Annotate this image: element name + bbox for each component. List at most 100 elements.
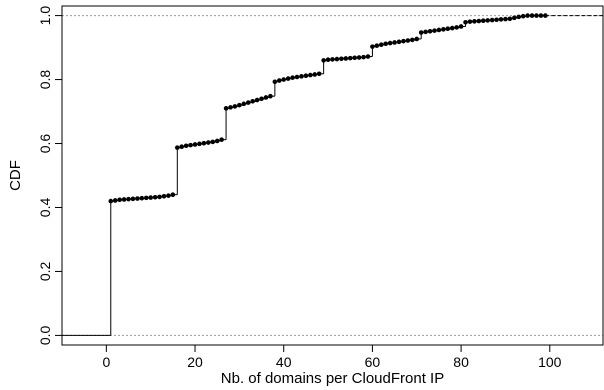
data-point bbox=[188, 142, 193, 148]
y-tick-label: 0.2 bbox=[37, 262, 53, 282]
data-point bbox=[463, 20, 468, 25]
data-point bbox=[232, 104, 238, 109]
y-tick-label: 0.6 bbox=[37, 134, 53, 154]
data-point bbox=[121, 197, 127, 202]
y-axis: 0.0 0.2 0.4 0.6 0.8 1.0 bbox=[37, 6, 62, 345]
data-point bbox=[201, 140, 207, 146]
data-point bbox=[139, 195, 145, 201]
data-point bbox=[339, 56, 344, 62]
data-point bbox=[112, 198, 118, 203]
data-point bbox=[334, 56, 340, 62]
data-point bbox=[166, 193, 171, 198]
data-point bbox=[534, 13, 539, 18]
data-point bbox=[299, 74, 304, 79]
data-point bbox=[219, 137, 224, 142]
data-point bbox=[312, 72, 318, 77]
data-point bbox=[538, 13, 544, 18]
data-point bbox=[418, 30, 424, 35]
data-point bbox=[480, 18, 486, 24]
x-tick-label: 20 bbox=[187, 354, 203, 370]
data-point bbox=[445, 26, 451, 32]
data-point bbox=[197, 141, 202, 147]
data-point bbox=[347, 55, 353, 61]
data-point bbox=[183, 143, 189, 149]
y-tick-label: 0.0 bbox=[37, 325, 53, 345]
data-point bbox=[126, 196, 131, 202]
y-tick-label: 0.4 bbox=[37, 198, 53, 218]
data-point bbox=[268, 93, 273, 99]
data-point bbox=[276, 78, 282, 83]
data-point bbox=[152, 194, 158, 200]
x-tick-label: 100 bbox=[538, 354, 562, 370]
data-point bbox=[285, 76, 291, 81]
data-point bbox=[494, 17, 499, 23]
data-point bbox=[410, 37, 415, 43]
data-point bbox=[161, 193, 167, 199]
data-point bbox=[423, 29, 428, 35]
data-point bbox=[237, 102, 242, 108]
data-point bbox=[170, 192, 176, 197]
data-point bbox=[458, 24, 464, 29]
x-tick-label: 40 bbox=[276, 354, 292, 370]
data-point bbox=[427, 28, 433, 34]
data-point bbox=[148, 195, 153, 200]
data-point bbox=[117, 197, 122, 203]
data-point bbox=[387, 40, 393, 46]
data-point bbox=[250, 99, 255, 104]
data-point bbox=[449, 25, 455, 31]
data-point bbox=[454, 25, 459, 30]
data-point bbox=[432, 28, 437, 33]
data-point bbox=[174, 145, 180, 150]
data-point bbox=[143, 195, 149, 201]
data-point bbox=[472, 19, 477, 24]
data-point bbox=[489, 17, 495, 23]
data-point bbox=[223, 106, 229, 111]
data-point bbox=[308, 72, 313, 78]
data-point bbox=[467, 19, 473, 24]
x-tick-label: 80 bbox=[453, 354, 469, 370]
data-point bbox=[365, 54, 371, 59]
data-point bbox=[525, 13, 530, 18]
data-point bbox=[543, 13, 548, 18]
data-point bbox=[378, 42, 384, 47]
data-point bbox=[192, 142, 198, 147]
data-point bbox=[135, 196, 140, 201]
data-point bbox=[512, 15, 517, 21]
data-point bbox=[529, 13, 535, 18]
data-point bbox=[352, 55, 357, 61]
data-point bbox=[383, 41, 389, 47]
x-axis: 0 20 40 60 80 100 bbox=[102, 345, 562, 370]
data-point bbox=[214, 138, 220, 144]
cdf-series bbox=[62, 13, 603, 336]
data-point bbox=[392, 40, 397, 45]
y-tick-label: 1.0 bbox=[37, 6, 53, 26]
x-tick-label: 60 bbox=[365, 354, 381, 370]
data-point bbox=[254, 97, 260, 103]
data-point bbox=[516, 14, 522, 20]
data-point bbox=[245, 100, 251, 105]
data-point bbox=[396, 39, 402, 45]
data-point bbox=[108, 198, 114, 204]
data-point bbox=[485, 18, 491, 23]
data-point bbox=[503, 16, 508, 22]
x-axis-label: Nb. of domains per CloudFront IP bbox=[221, 370, 444, 387]
data-point bbox=[405, 38, 411, 43]
data-point bbox=[157, 194, 162, 200]
data-point bbox=[356, 55, 362, 60]
data-point bbox=[290, 75, 295, 80]
y-tick-label: 0.8 bbox=[37, 70, 53, 90]
data-point bbox=[272, 79, 278, 85]
data-point bbox=[210, 139, 216, 145]
plot-frame bbox=[61, 5, 604, 346]
x-tick-label: 0 bbox=[102, 354, 110, 370]
data-point bbox=[325, 57, 331, 63]
data-point bbox=[206, 140, 211, 145]
data-point bbox=[414, 36, 420, 42]
data-point bbox=[370, 44, 375, 49]
data-point bbox=[343, 56, 349, 61]
data-point bbox=[179, 144, 185, 150]
data-point bbox=[436, 27, 442, 33]
reference-lines bbox=[62, 15, 603, 336]
data-point bbox=[228, 105, 233, 110]
data-point bbox=[294, 74, 300, 80]
